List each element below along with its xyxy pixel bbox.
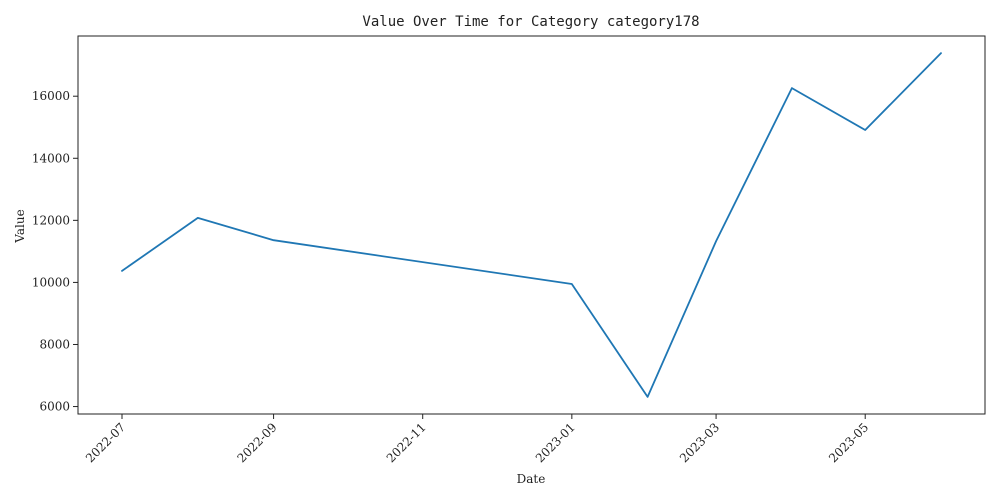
x-tick-label: 2022-11 [384, 420, 429, 465]
y-axis: 6000 8000 10000 12000 14000 16000 [32, 89, 78, 414]
y-tick-label: 8000 [39, 337, 70, 351]
x-tick-label: 2023-01 [533, 420, 578, 465]
series-line [121, 52, 942, 398]
x-tick-label: 2022-07 [83, 420, 128, 465]
x-axis: 2022-07 2022-09 2022-11 2023-01 2023-03 2023-… [83, 414, 871, 465]
x-axis-label: Date [517, 472, 546, 486]
series-group [121, 52, 942, 398]
y-tick-label: 10000 [32, 275, 70, 289]
y-tick-label: 12000 [32, 213, 70, 227]
plot-area-frame [77, 35, 986, 415]
y-tick-label: 16000 [32, 89, 70, 103]
x-tick-label: 2023-05 [826, 420, 871, 465]
y-axis-label: Value [13, 209, 27, 243]
chart-title: Value Over Time for Category category178 [362, 14, 699, 30]
x-tick-label: 2022-09 [235, 420, 280, 465]
y-tick-label: 14000 [32, 151, 70, 165]
y-tick-label: 6000 [39, 400, 70, 414]
x-tick-label: 2023-03 [677, 420, 722, 465]
